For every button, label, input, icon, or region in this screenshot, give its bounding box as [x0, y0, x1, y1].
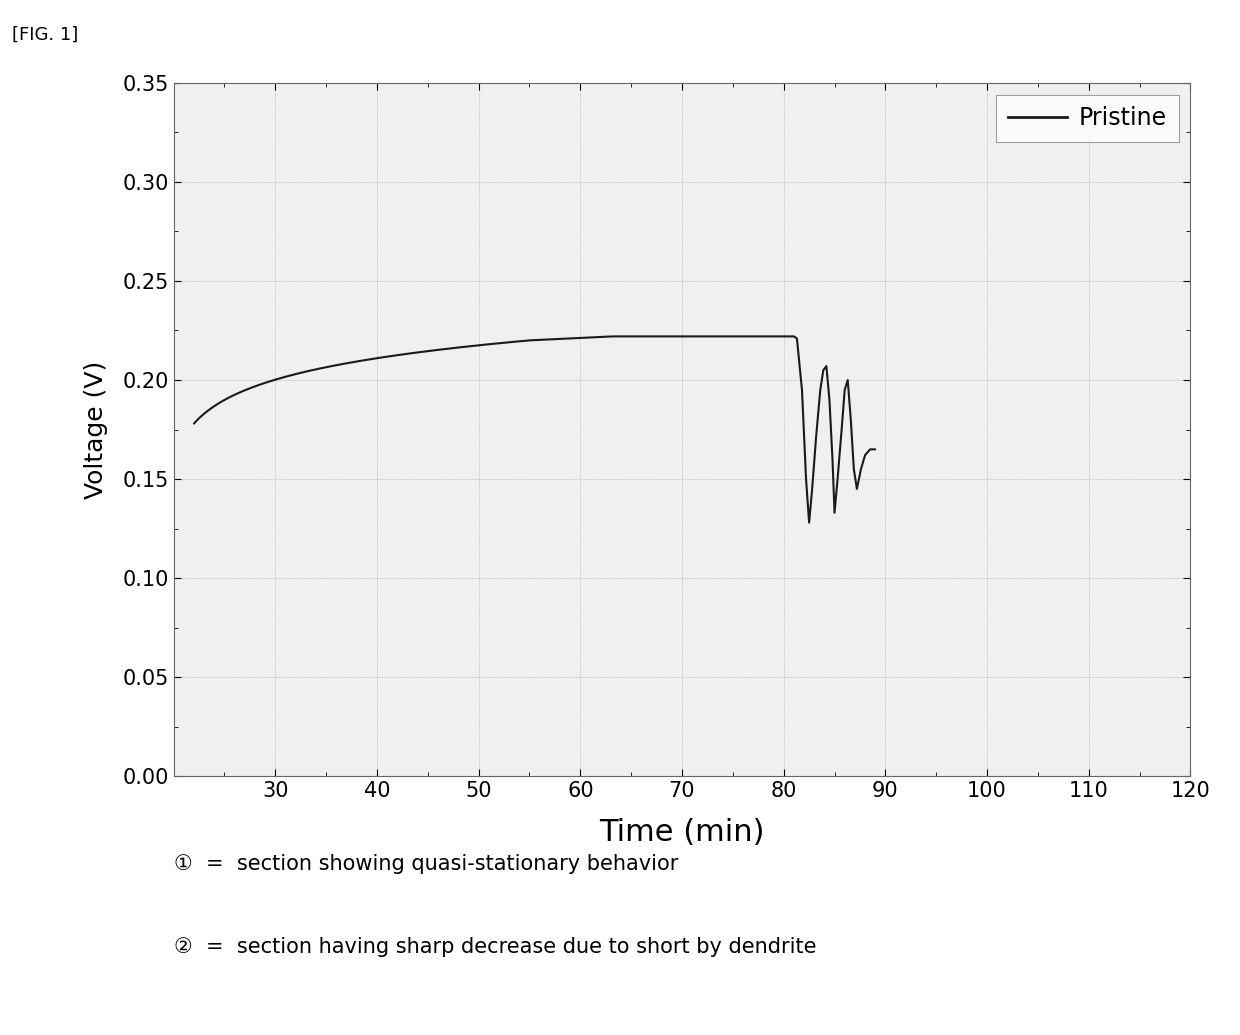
Text: ①  =  section showing quasi-stationary behavior: ① = section showing quasi-stationary beh… — [174, 854, 678, 874]
Legend: Pristine: Pristine — [996, 94, 1178, 142]
X-axis label: Time (min): Time (min) — [599, 818, 765, 847]
Text: [FIG. 1]: [FIG. 1] — [12, 26, 78, 43]
Text: ②  =  section having sharp decrease due to short by dendrite: ② = section having sharp decrease due to… — [174, 937, 816, 956]
Y-axis label: Voltage (V): Voltage (V) — [84, 360, 108, 499]
